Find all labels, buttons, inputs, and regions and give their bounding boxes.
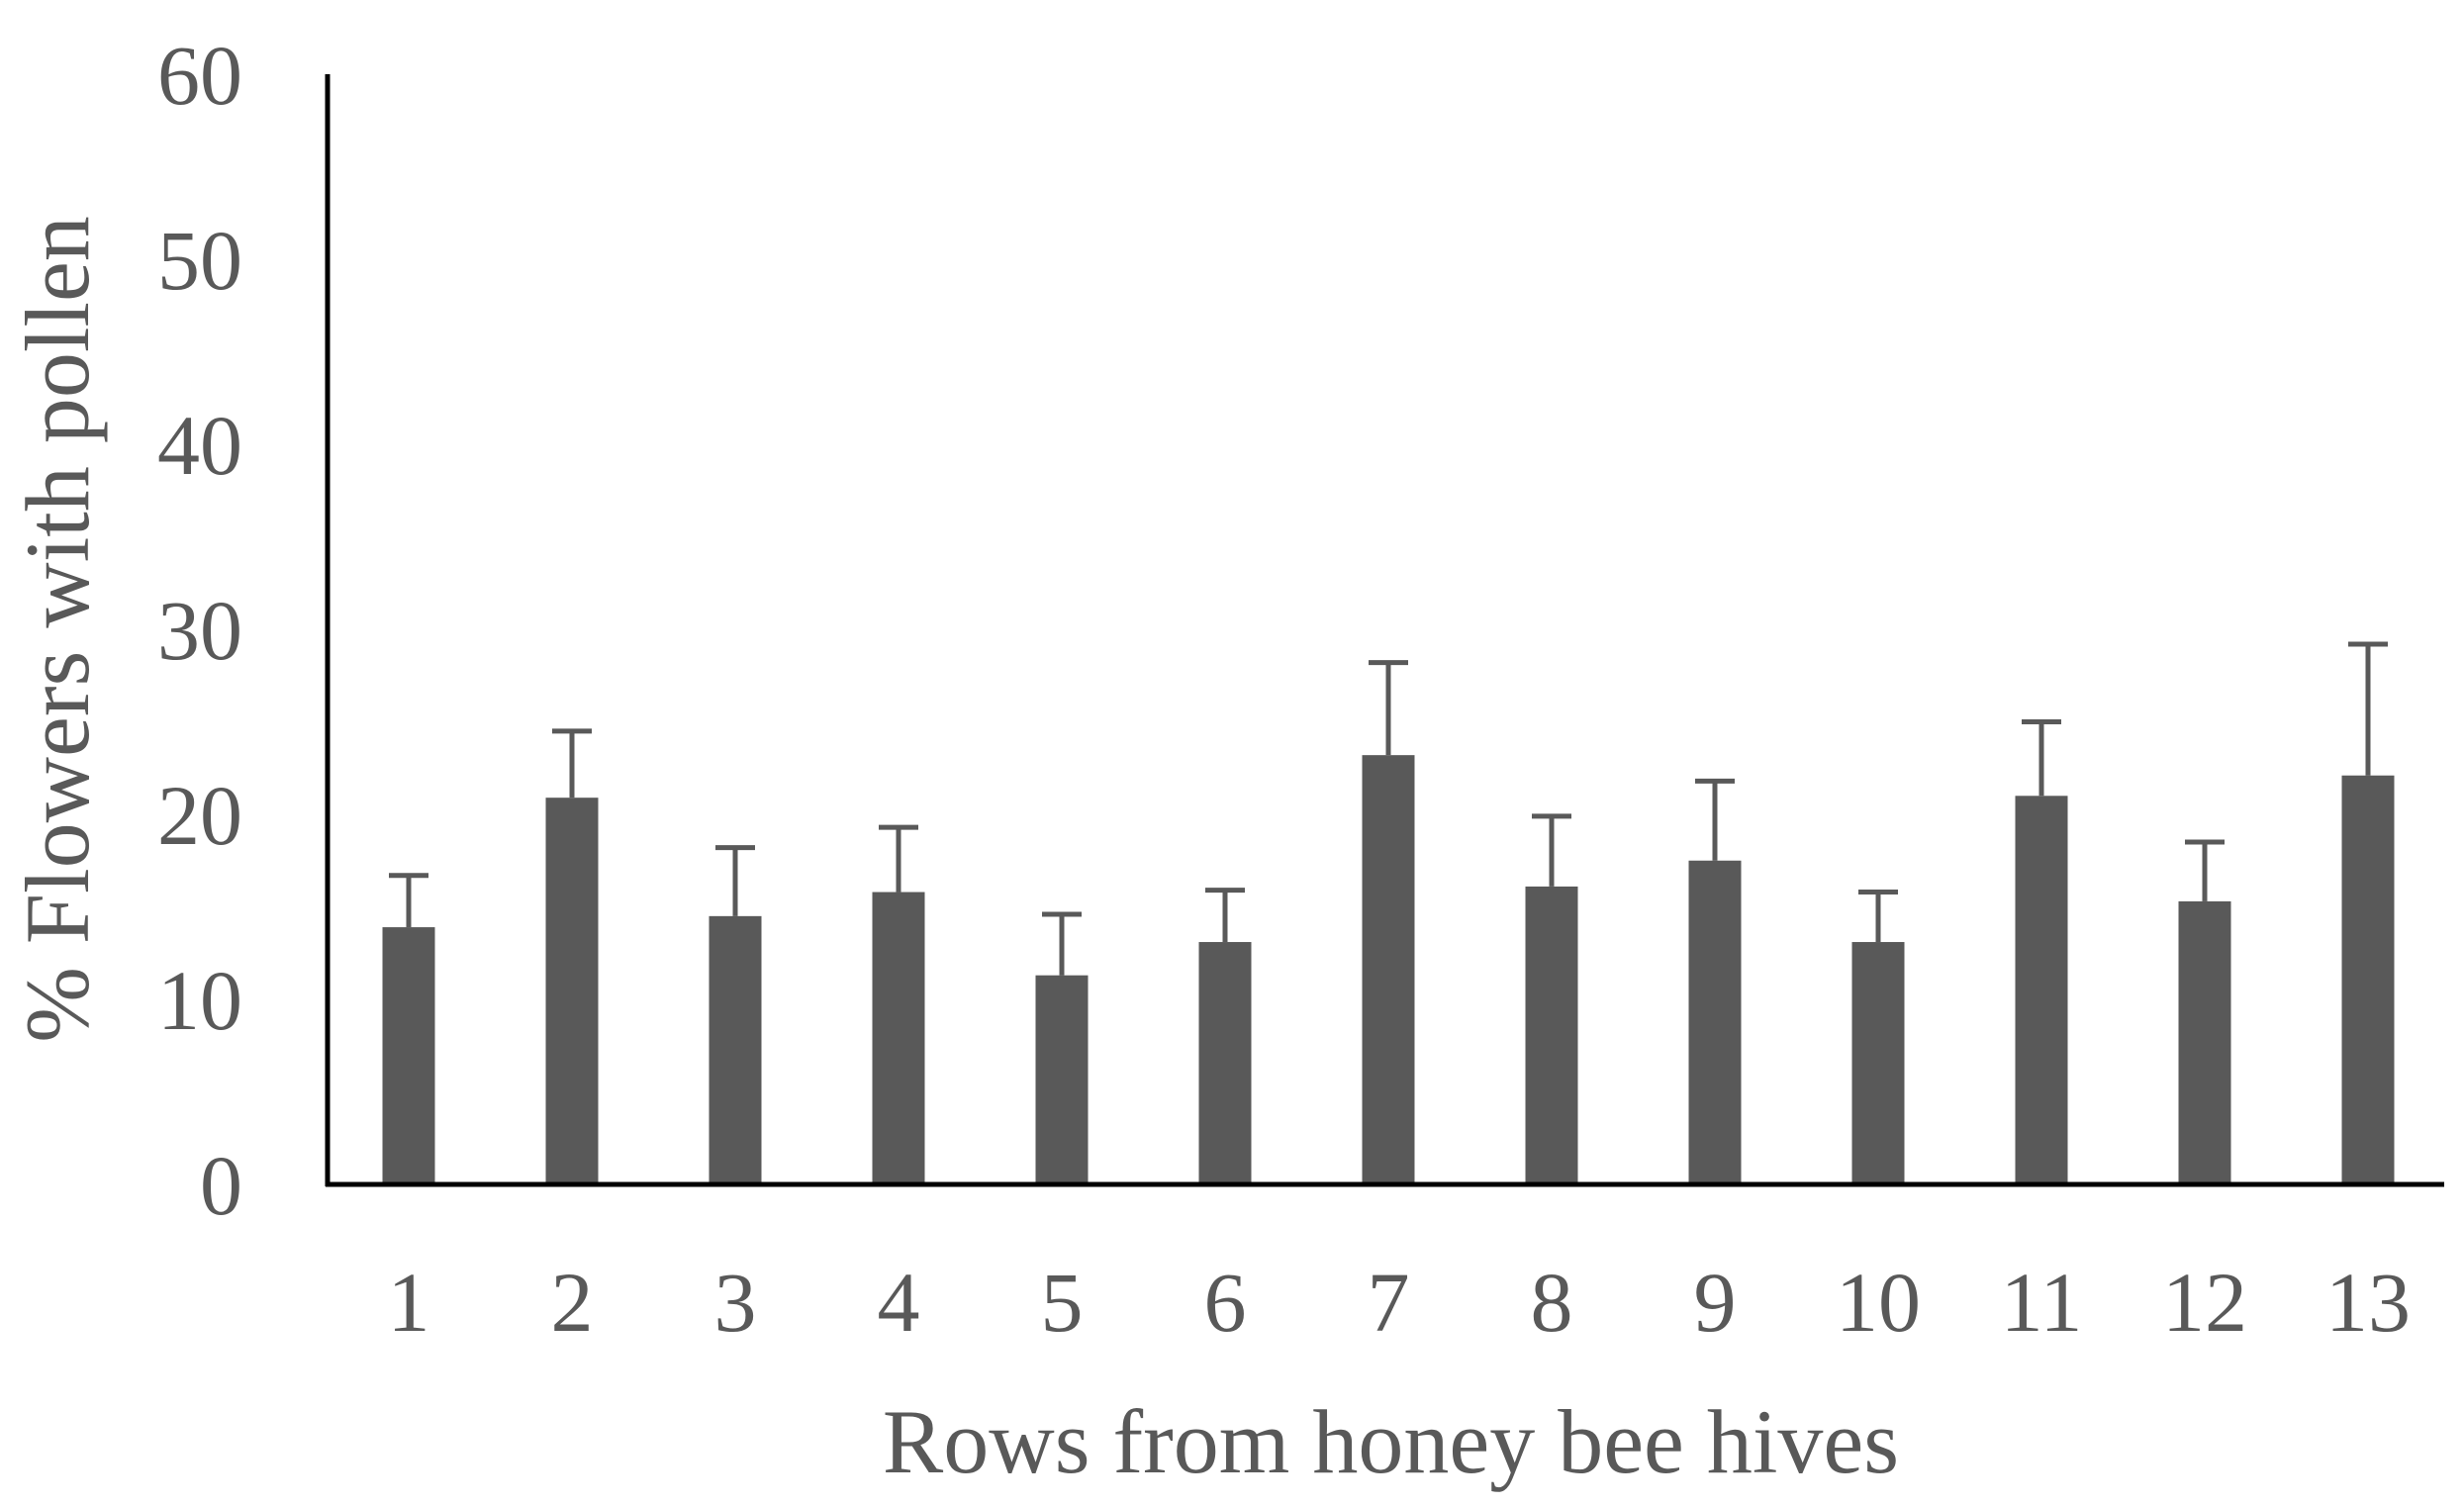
x-tick-label: 2 — [551, 1255, 594, 1350]
error-bar-row-13 — [2348, 641, 2388, 776]
x-axis-ticks: 1 2 3 4 5 6 7 8 9 10 11 12 13 — [388, 1255, 2412, 1350]
y-tick-label: 0 — [200, 1138, 242, 1233]
bars — [382, 755, 2395, 1184]
x-axis-title: Rows from honey bee hives — [883, 1391, 1899, 1492]
x-tick-label: 1 — [388, 1255, 430, 1350]
bar-row-4 — [872, 892, 925, 1184]
x-tick-label: 13 — [2325, 1255, 2411, 1350]
x-tick-label: 9 — [1694, 1255, 1737, 1350]
bar-row-1 — [382, 927, 435, 1184]
y-axis-ticks: 0 10 20 30 40 50 60 — [157, 28, 242, 1233]
y-tick-label: 50 — [157, 213, 242, 308]
x-tick-label: 7 — [1368, 1255, 1410, 1350]
x-tick-label: 10 — [1836, 1255, 1921, 1350]
y-tick-label: 60 — [157, 28, 242, 123]
error-bar-row-4 — [879, 824, 918, 893]
y-axis-title: % Flowers with pollen — [7, 216, 108, 1043]
bar-row-10 — [1851, 942, 1905, 1184]
x-tick-label: 12 — [2162, 1255, 2247, 1350]
y-tick-label: 30 — [157, 583, 242, 678]
bar-row-13 — [2341, 775, 2395, 1184]
error-bar-row-1 — [389, 873, 428, 928]
x-tick-label: 11 — [2001, 1255, 2083, 1350]
error-bar-row-2 — [552, 728, 592, 799]
error-bar-row-11 — [2022, 719, 2061, 797]
error-bar-row-6 — [1205, 888, 1245, 943]
error-bar-row-5 — [1042, 911, 1082, 976]
bar-row-5 — [1035, 975, 1089, 1184]
bar-row-7 — [1362, 755, 1415, 1184]
bar-row-2 — [545, 798, 599, 1184]
bar-row-6 — [1198, 942, 1252, 1184]
y-tick-label: 20 — [157, 768, 242, 863]
bar-row-9 — [1688, 860, 1742, 1184]
error-bars — [389, 641, 2388, 976]
x-tick-label: 5 — [1041, 1255, 1084, 1350]
bar-row-12 — [2178, 900, 2231, 1184]
bar-row-8 — [1525, 886, 1578, 1184]
x-tick-label: 6 — [1204, 1255, 1247, 1350]
error-bar-row-9 — [1695, 778, 1735, 861]
x-tick-label: 3 — [714, 1255, 757, 1350]
error-bar-row-7 — [1369, 660, 1408, 756]
x-tick-label: 8 — [1531, 1255, 1573, 1350]
bar-row-3 — [709, 915, 762, 1184]
error-bar-row-3 — [715, 845, 755, 916]
y-tick-label: 40 — [157, 398, 242, 493]
error-bar-row-12 — [2185, 839, 2225, 901]
x-tick-label: 4 — [878, 1255, 920, 1350]
error-bar-row-8 — [1532, 813, 1571, 887]
y-tick-label: 10 — [157, 953, 242, 1048]
error-bar-row-10 — [1858, 890, 1898, 943]
bar-row-11 — [2015, 796, 2068, 1184]
